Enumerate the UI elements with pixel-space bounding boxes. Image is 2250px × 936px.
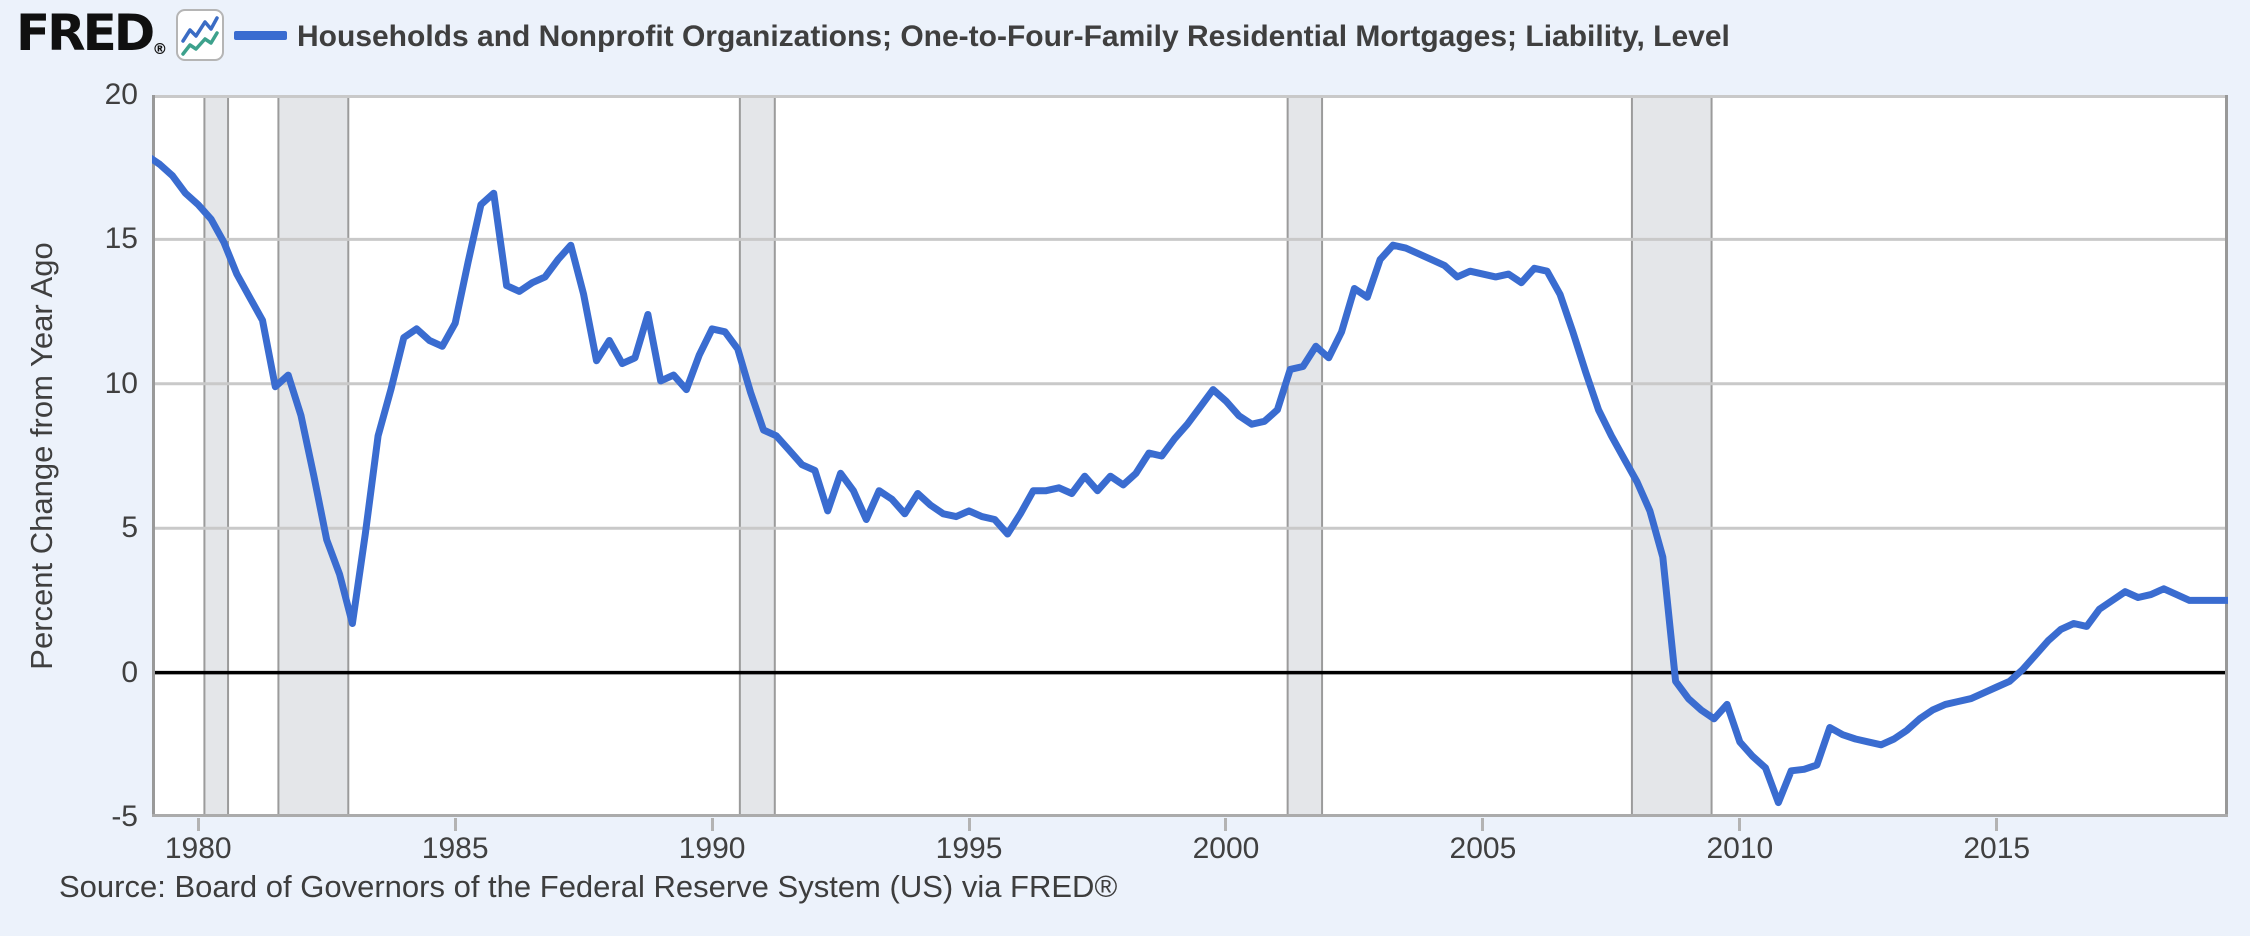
legend-series-label: Households and Nonprofit Organizations; … xyxy=(297,20,1730,53)
y-axis-tick-label: -5 xyxy=(111,800,138,833)
source-attribution: Source: Board of Governors of the Federa… xyxy=(59,869,1118,904)
recession-band xyxy=(1631,95,1712,817)
y-axis-tick-label: 20 xyxy=(104,78,138,111)
x-axis-tick-mark xyxy=(1224,818,1228,831)
registered-trademark-icon: ® xyxy=(152,40,168,58)
x-axis-tick-mark xyxy=(1995,818,1999,831)
y-axis-title: Percent Change from Year Ago xyxy=(24,242,59,670)
x-axis-tick-mark xyxy=(1738,818,1742,831)
fred-logo-text: FRED xyxy=(16,4,155,62)
x-axis-tick-label: 2000 xyxy=(1192,832,1260,865)
x-axis-tick-label: 1985 xyxy=(421,832,489,865)
recession-band xyxy=(739,95,775,817)
x-axis-tick-mark xyxy=(453,818,457,831)
x-axis-tick-label: 2005 xyxy=(1449,832,1517,865)
chart-canvas[interactable] xyxy=(143,95,2232,817)
x-axis-tick-label: 1990 xyxy=(678,832,746,865)
y-axis-tick-label: 15 xyxy=(104,222,138,256)
x-axis-tick-mark xyxy=(710,818,714,831)
plot-area[interactable] xyxy=(143,95,2232,817)
x-axis-tick-label: 2015 xyxy=(1963,832,2031,865)
x-axis-tick-mark xyxy=(967,818,971,831)
x-axis-tick-label: 2010 xyxy=(1706,832,1774,865)
y-axis-tick-label: 5 xyxy=(121,511,138,545)
fred-sparkline-icon xyxy=(176,9,224,61)
recession-band xyxy=(278,95,349,817)
sparkline-icon-svg xyxy=(181,16,219,56)
legend-line-swatch xyxy=(234,31,287,40)
y-axis-tick-label: 0 xyxy=(121,655,138,689)
x-axis-tick-mark xyxy=(1481,818,1485,831)
recession-band xyxy=(204,95,229,817)
x-axis-tick-label: 1995 xyxy=(935,832,1003,865)
recession-band xyxy=(1287,95,1323,817)
data-series-line[interactable] xyxy=(143,152,2232,807)
fred-logo: FRED® xyxy=(16,4,167,62)
x-axis-tick-label: 1980 xyxy=(164,832,232,865)
x-axis-tick-mark xyxy=(196,818,200,831)
y-axis-tick-label: 10 xyxy=(104,366,138,400)
